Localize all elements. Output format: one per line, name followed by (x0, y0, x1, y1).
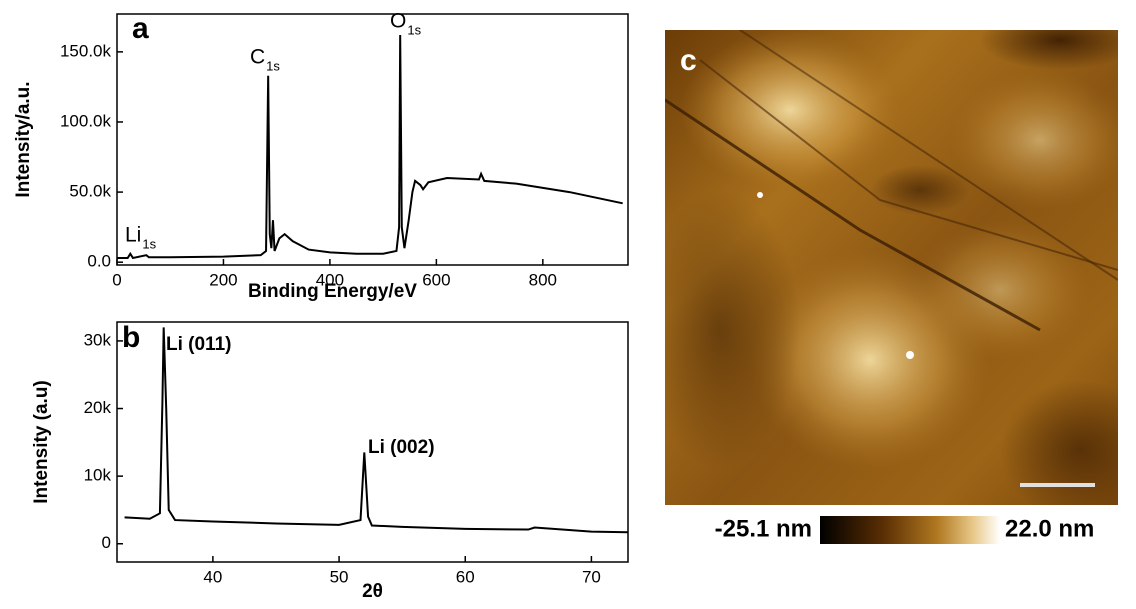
x-tick-label: 70 (582, 567, 601, 586)
y-axis-label: Intensity (a.u) (31, 380, 52, 504)
plot-frame (116, 321, 629, 563)
x-tick-label: 40 (203, 567, 222, 586)
y-tick-label: 30k (84, 330, 112, 349)
x-tick-label: 0 (112, 270, 121, 289)
x-tick-label: 200 (209, 270, 237, 289)
colorbar (820, 516, 1000, 544)
data-line (117, 35, 623, 260)
colorbar-max-label: 22.0 nm (1005, 515, 1094, 542)
peak-label-subscript: 1s (266, 58, 280, 73)
peak-label-subscript: 1s (142, 236, 156, 251)
y-tick-label: 50.0k (69, 182, 111, 201)
peak-label: Li (002) (368, 437, 435, 458)
x-tick-label: 50 (330, 567, 349, 586)
peak-label: Li (011) (166, 334, 231, 355)
x-tick-label: 400 (316, 270, 344, 289)
y-tick-label: 100.0k (60, 111, 112, 130)
y-tick-label: 150.0k (60, 41, 112, 60)
y-tick-label: 10k (84, 466, 112, 485)
colorbar-min-label: -25.1 nm (715, 515, 812, 542)
panel-label: c (680, 44, 697, 77)
peak-label-subscript: 1s (407, 22, 421, 37)
plot-frame (116, 13, 629, 266)
panel-label: a (132, 12, 149, 45)
panel-label: b (122, 321, 140, 354)
peak-label: O (390, 10, 406, 33)
peak-label: C (250, 46, 265, 69)
data-line (124, 327, 629, 534)
y-tick-label: 0 (102, 533, 111, 552)
x-axis-label: 2θ (362, 581, 383, 602)
x-tick-label: 800 (529, 270, 557, 289)
y-axis-label: Intensity/a.u. (13, 81, 34, 197)
x-tick-label: 600 (422, 270, 450, 289)
afm-image (665, 30, 1118, 505)
x-tick-label: 60 (456, 567, 475, 586)
y-tick-label: 20k (84, 398, 112, 417)
y-tick-label: 0.0 (87, 252, 111, 271)
peak-label: Li (125, 224, 141, 247)
x-axis-label: Binding Energy/eV (248, 281, 417, 302)
